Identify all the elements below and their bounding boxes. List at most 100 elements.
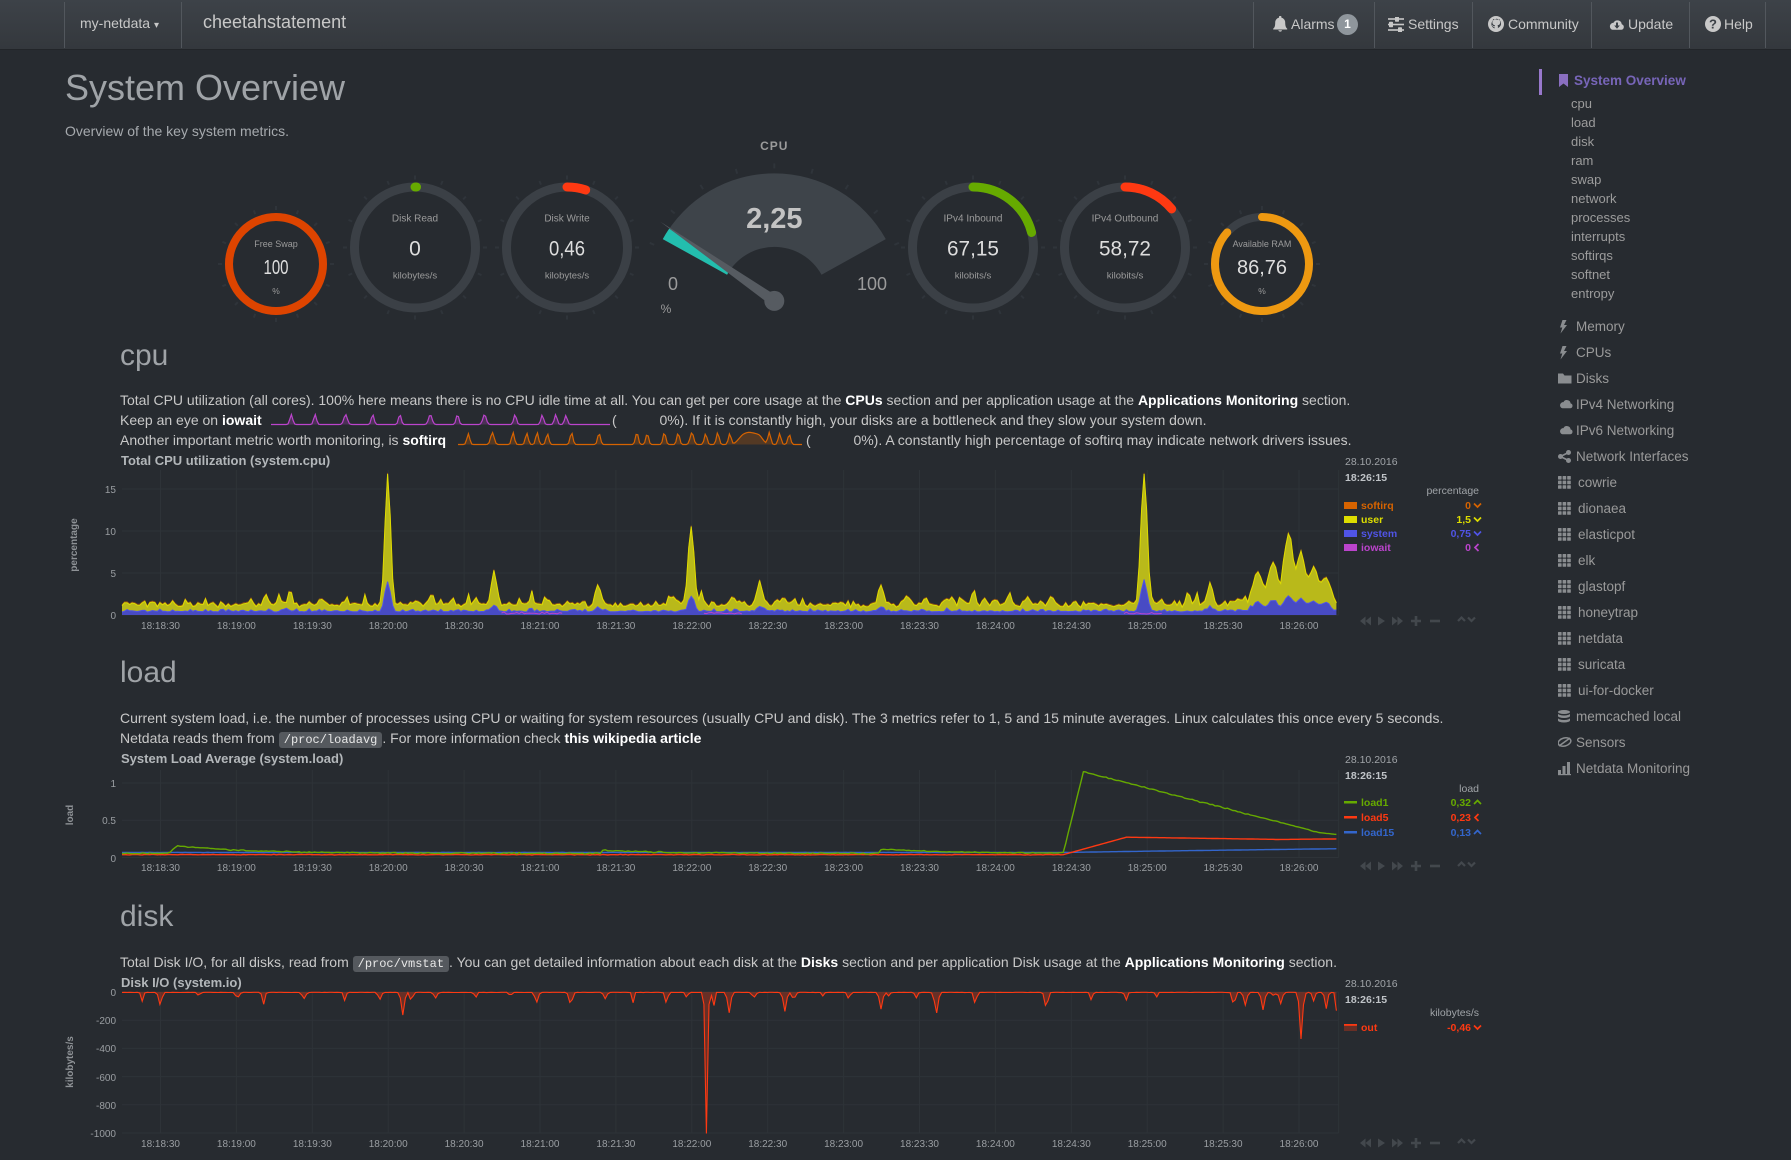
svg-text:load: load — [65, 805, 76, 826]
svg-text:IPv4 Inbound: IPv4 Inbound — [944, 214, 1003, 225]
svg-text:67,15: 67,15 — [947, 238, 999, 261]
svg-text:Disk I/O (system.io): Disk I/O (system.io) — [121, 975, 242, 990]
svg-text:2,25: 2,25 — [746, 203, 802, 235]
svg-text:18:23:30: 18:23:30 — [900, 621, 939, 632]
svg-text:-200: -200 — [96, 1016, 116, 1027]
svg-text:out: out — [1361, 1022, 1378, 1034]
svg-text:18:25:30: 18:25:30 — [1204, 621, 1243, 632]
svg-text:18:24:30: 18:24:30 — [1052, 621, 1091, 632]
svg-text:CPU: CPU — [760, 139, 788, 153]
svg-text:percentage: percentage — [1426, 485, 1479, 497]
svg-text:iowait: iowait — [1361, 542, 1391, 554]
svg-text:18:24:30: 18:24:30 — [1052, 1139, 1091, 1150]
svg-text:18:21:00: 18:21:00 — [521, 863, 560, 874]
svg-text:load: load — [1459, 783, 1479, 795]
svg-text:0,13: 0,13 — [1451, 827, 1472, 839]
svg-text:1: 1 — [110, 779, 116, 790]
svg-text:0: 0 — [1465, 542, 1471, 554]
svg-text:softirq: softirq — [1361, 500, 1394, 512]
svg-text:-400: -400 — [96, 1044, 116, 1055]
svg-text:%: % — [661, 302, 672, 316]
svg-text:0,32: 0,32 — [1451, 797, 1472, 809]
svg-text:18:23:30: 18:23:30 — [900, 1139, 939, 1150]
svg-text:18:24:00: 18:24:00 — [976, 863, 1015, 874]
svg-text:58,72: 58,72 — [1099, 238, 1151, 261]
svg-text:18:26:15: 18:26:15 — [1345, 472, 1387, 484]
svg-text:kilobits/s: kilobits/s — [955, 271, 992, 282]
svg-text:18:23:30: 18:23:30 — [900, 863, 939, 874]
svg-text:28.10.2016: 28.10.2016 — [1345, 754, 1398, 766]
svg-text:?: ? — [1709, 17, 1717, 32]
svg-text:system: system — [1361, 528, 1397, 540]
svg-text:-1000: -1000 — [90, 1129, 116, 1140]
svg-text:100: 100 — [857, 274, 887, 294]
svg-text:18:19:30: 18:19:30 — [293, 621, 332, 632]
svg-text:0: 0 — [110, 611, 116, 622]
svg-text:18:20:30: 18:20:30 — [445, 621, 484, 632]
svg-text:18:19:00: 18:19:00 — [217, 1139, 256, 1150]
svg-text:18:25:30: 18:25:30 — [1204, 863, 1243, 874]
svg-text:Available RAM: Available RAM — [1233, 239, 1292, 249]
svg-text:18:18:30: 18:18:30 — [141, 621, 180, 632]
svg-text:18:26:00: 18:26:00 — [1280, 863, 1319, 874]
svg-text:18:25:00: 18:25:00 — [1128, 1139, 1167, 1150]
svg-text:18:20:00: 18:20:00 — [369, 621, 408, 632]
svg-text:18:21:00: 18:21:00 — [521, 1139, 560, 1150]
svg-text:28.10.2016: 28.10.2016 — [1345, 456, 1398, 468]
svg-text:18:22:30: 18:22:30 — [748, 1139, 787, 1150]
svg-text:18:18:30: 18:18:30 — [141, 863, 180, 874]
svg-text:18:23:00: 18:23:00 — [824, 863, 863, 874]
svg-text:18:22:00: 18:22:00 — [672, 1139, 711, 1150]
svg-text:kilobytes/s: kilobytes/s — [545, 271, 590, 282]
svg-text:18:25:00: 18:25:00 — [1128, 863, 1167, 874]
svg-text:18:24:00: 18:24:00 — [976, 621, 1015, 632]
svg-text:18:22:00: 18:22:00 — [672, 863, 711, 874]
svg-text:18:18:30: 18:18:30 — [141, 1139, 180, 1150]
svg-text:18:24:30: 18:24:30 — [1052, 863, 1091, 874]
svg-text:86,76: 86,76 — [1237, 257, 1287, 279]
svg-text:18:25:00: 18:25:00 — [1128, 621, 1167, 632]
svg-text:0: 0 — [110, 988, 116, 999]
svg-text:-800: -800 — [96, 1101, 116, 1112]
svg-text:18:26:00: 18:26:00 — [1280, 1139, 1319, 1150]
svg-text:kilobits/s: kilobits/s — [1107, 271, 1144, 282]
svg-text:18:21:00: 18:21:00 — [521, 621, 560, 632]
svg-text:28.10.2016: 28.10.2016 — [1345, 978, 1398, 990]
svg-text:kilobytes/s: kilobytes/s — [65, 1036, 76, 1088]
svg-text:18:23:00: 18:23:00 — [824, 1139, 863, 1150]
svg-text:1,5: 1,5 — [1456, 514, 1471, 526]
svg-text:%: % — [272, 286, 280, 296]
svg-text:load1: load1 — [1361, 797, 1389, 809]
svg-text:-600: -600 — [96, 1073, 116, 1084]
svg-text:18:19:30: 18:19:30 — [293, 1139, 332, 1150]
svg-text:18:25:30: 18:25:30 — [1204, 1139, 1243, 1150]
svg-text:load15: load15 — [1361, 827, 1394, 839]
svg-text:5: 5 — [110, 569, 116, 580]
svg-text:0: 0 — [110, 854, 116, 865]
svg-text:Disk Write: Disk Write — [544, 214, 590, 225]
svg-text:load5: load5 — [1361, 812, 1389, 824]
svg-text:15: 15 — [105, 485, 117, 496]
svg-text:0: 0 — [1465, 500, 1471, 512]
svg-text:kilobytes/s: kilobytes/s — [393, 271, 438, 282]
svg-text:18:26:15: 18:26:15 — [1345, 994, 1387, 1006]
svg-text:percentage: percentage — [69, 518, 80, 572]
svg-text:18:21:30: 18:21:30 — [596, 1139, 635, 1150]
svg-text:user: user — [1361, 514, 1383, 526]
svg-text:System Load Average (system.lo: System Load Average (system.load) — [121, 751, 343, 766]
svg-text:18:20:00: 18:20:00 — [369, 1139, 408, 1150]
svg-text:18:22:00: 18:22:00 — [672, 621, 711, 632]
svg-text:18:21:30: 18:21:30 — [596, 863, 635, 874]
svg-text:18:26:00: 18:26:00 — [1280, 621, 1319, 632]
svg-text:Total CPU utilization (system.: Total CPU utilization (system.cpu) — [121, 453, 330, 468]
svg-text:-0,46: -0,46 — [1447, 1022, 1471, 1034]
svg-text:18:23:00: 18:23:00 — [824, 621, 863, 632]
svg-text:IPv4 Outbound: IPv4 Outbound — [1092, 214, 1159, 225]
svg-text:0,23: 0,23 — [1451, 812, 1472, 824]
svg-text:0,46: 0,46 — [549, 238, 585, 261]
svg-text:18:20:00: 18:20:00 — [369, 863, 408, 874]
svg-text:0: 0 — [668, 274, 678, 294]
svg-text:kilobytes/s: kilobytes/s — [1430, 1007, 1479, 1019]
svg-text:18:20:30: 18:20:30 — [445, 1139, 484, 1150]
svg-text:0: 0 — [409, 238, 421, 261]
